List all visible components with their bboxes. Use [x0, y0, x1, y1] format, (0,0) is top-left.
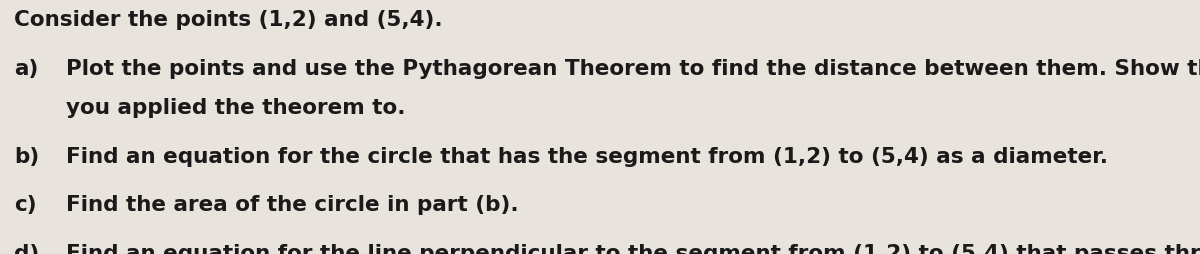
Text: b): b) — [14, 146, 40, 166]
Text: Find an equation for the line perpendicular to the segment from (1,2) to (5,4) t: Find an equation for the line perpendicu… — [66, 243, 1200, 254]
Text: d): d) — [14, 243, 40, 254]
Text: Find an equation for the circle that has the segment from (1,2) to (5,4) as a di: Find an equation for the circle that has… — [66, 146, 1108, 166]
Text: you applied the theorem to.: you applied the theorem to. — [66, 98, 406, 118]
Text: Find the area of the circle in part (b).: Find the area of the circle in part (b). — [66, 194, 518, 214]
Text: a): a) — [14, 58, 38, 78]
Text: Plot the points and use the Pythagorean Theorem to find the distance between the: Plot the points and use the Pythagorean … — [66, 58, 1200, 78]
Text: Consider the points (1,2) and (5,4).: Consider the points (1,2) and (5,4). — [14, 10, 443, 30]
Text: c): c) — [14, 194, 37, 214]
